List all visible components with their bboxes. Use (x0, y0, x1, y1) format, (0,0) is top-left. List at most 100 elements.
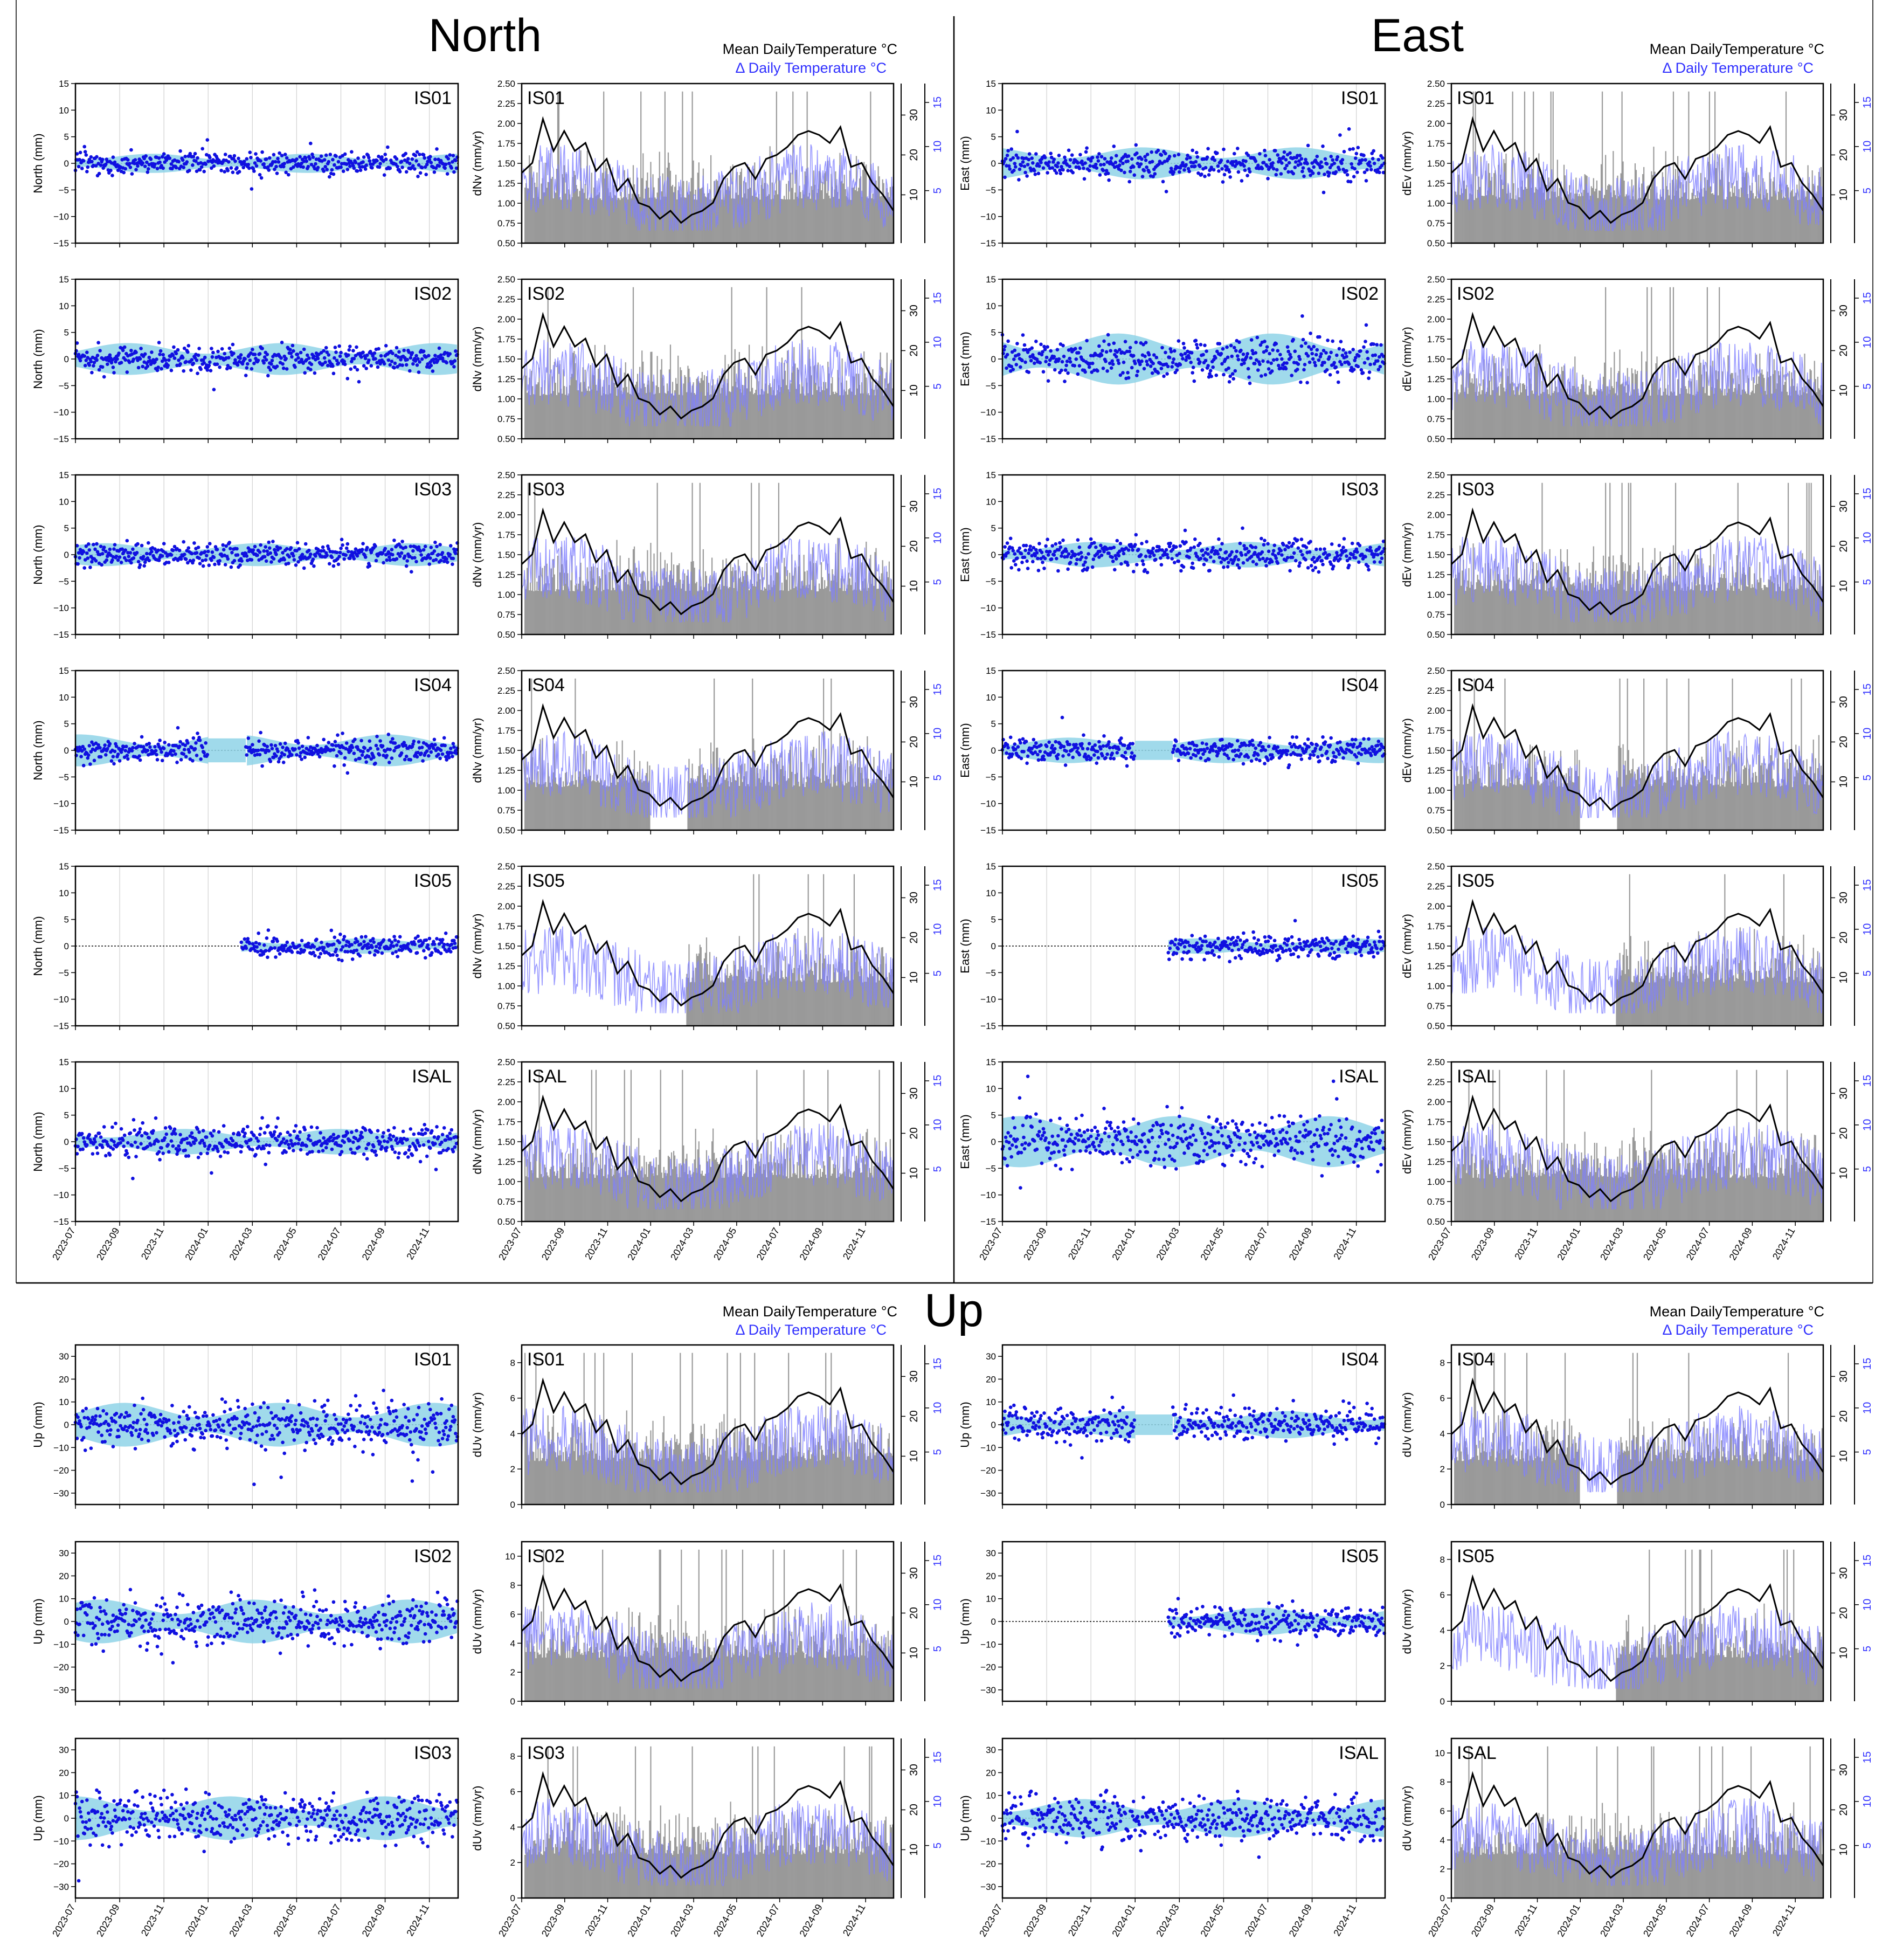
data-point (378, 1140, 382, 1144)
mean-temp-tick-label: 10 (908, 384, 920, 396)
data-point (87, 753, 91, 757)
data-point (166, 363, 170, 368)
data-point (188, 558, 192, 563)
data-point (285, 940, 289, 944)
data-point (295, 353, 300, 356)
y-tick-label: 0.50 (497, 1217, 515, 1227)
data-point (411, 549, 415, 553)
data-point (409, 758, 413, 762)
delta-temp-tick-label: 10 (932, 532, 944, 544)
data-point (126, 158, 130, 162)
data-point (78, 358, 82, 363)
data-point (333, 356, 336, 360)
data-point (362, 940, 366, 944)
rate-panel-north-IS04: 2.50 2.25 2.00 1.75 1.50 1.25 1.00 0.75 0.50 dNv … (470, 666, 944, 836)
data-point (386, 145, 390, 149)
data-point (202, 169, 206, 174)
data-point (111, 1147, 115, 1151)
mean-temp-tick-label: 30 (908, 892, 920, 903)
x-tick-label-ISAL: 2024-11 (841, 1226, 868, 1261)
y-tick-label: 1.50 (497, 354, 515, 364)
data-point (433, 354, 437, 357)
y-axis-label: dNv (mm/yr) (470, 914, 484, 979)
data-point (368, 159, 372, 163)
data-point (188, 151, 192, 156)
data-point (259, 176, 264, 180)
data-point (86, 165, 90, 169)
y-axis-label: North (mm) (31, 1112, 45, 1171)
data-point (289, 351, 293, 355)
data-point (437, 164, 441, 168)
data-point (353, 737, 357, 741)
data-point (418, 153, 421, 156)
data-point (138, 563, 142, 567)
data-point (418, 171, 423, 175)
data-point (352, 166, 356, 170)
data-point (283, 153, 287, 156)
data-point (390, 756, 394, 760)
data-point (368, 950, 372, 955)
data-point (98, 349, 102, 353)
data-point (264, 1162, 268, 1167)
data-point (124, 744, 128, 749)
data-point (288, 945, 293, 949)
data-point (260, 150, 264, 154)
data-point (378, 739, 382, 743)
data-point (134, 1155, 138, 1158)
data-point (100, 551, 105, 556)
data-point (365, 353, 369, 357)
data-point (123, 167, 127, 171)
delta-temp-tick-label: 15 (932, 96, 944, 108)
data-point (174, 744, 178, 748)
data-point (319, 351, 323, 355)
data-point (433, 540, 437, 544)
data-point (167, 561, 171, 564)
y-tick-label: 1.00 (497, 1177, 515, 1187)
data-point (252, 361, 256, 365)
data-point (126, 757, 130, 761)
data-point (400, 540, 404, 543)
data-point (382, 938, 386, 942)
data-point (257, 739, 261, 743)
data-point (280, 154, 284, 157)
y-tick-label: 10 (59, 301, 69, 311)
data-point (120, 747, 124, 751)
data-point (427, 553, 431, 557)
data-point (158, 1158, 162, 1162)
data-point (1003, 175, 1007, 180)
data-point (75, 341, 79, 345)
data-point (87, 548, 92, 552)
data-point (122, 1133, 127, 1137)
data-point (427, 1140, 431, 1143)
y-axis-label: dNv (mm/yr) (470, 522, 484, 588)
y-axis-label: North (mm) (31, 916, 45, 976)
data-point (268, 551, 273, 555)
data-point (382, 561, 385, 565)
data-point (1014, 165, 1018, 169)
data-point (115, 357, 119, 361)
x-tick-label-ISAL: 2024-05 (711, 1226, 738, 1262)
data-point (411, 362, 415, 366)
data-point (262, 549, 266, 553)
data-point (273, 167, 276, 171)
data-point (367, 1142, 371, 1146)
data-point (124, 558, 128, 562)
rate-panel-north-IS02: 2.50 2.25 2.00 1.75 1.50 1.25 1.00 0.75 0.50 dNv … (470, 274, 944, 444)
data-point (116, 558, 120, 562)
data-point (327, 741, 331, 744)
delta-temp-tick-label: 15 (932, 684, 944, 695)
data-point (350, 1130, 354, 1134)
data-point (1012, 168, 1016, 172)
data-point (397, 1151, 401, 1155)
data-point (184, 755, 188, 758)
y-tick-label: 2.25 (497, 686, 515, 696)
data-point (116, 753, 120, 756)
data-point (210, 558, 213, 562)
data-point (360, 1135, 364, 1140)
data-point (397, 350, 401, 354)
data-point (203, 1144, 207, 1148)
y-tick-label: 1.00 (497, 590, 515, 600)
data-point (174, 752, 177, 756)
data-point (333, 740, 337, 744)
data-point (287, 172, 290, 177)
